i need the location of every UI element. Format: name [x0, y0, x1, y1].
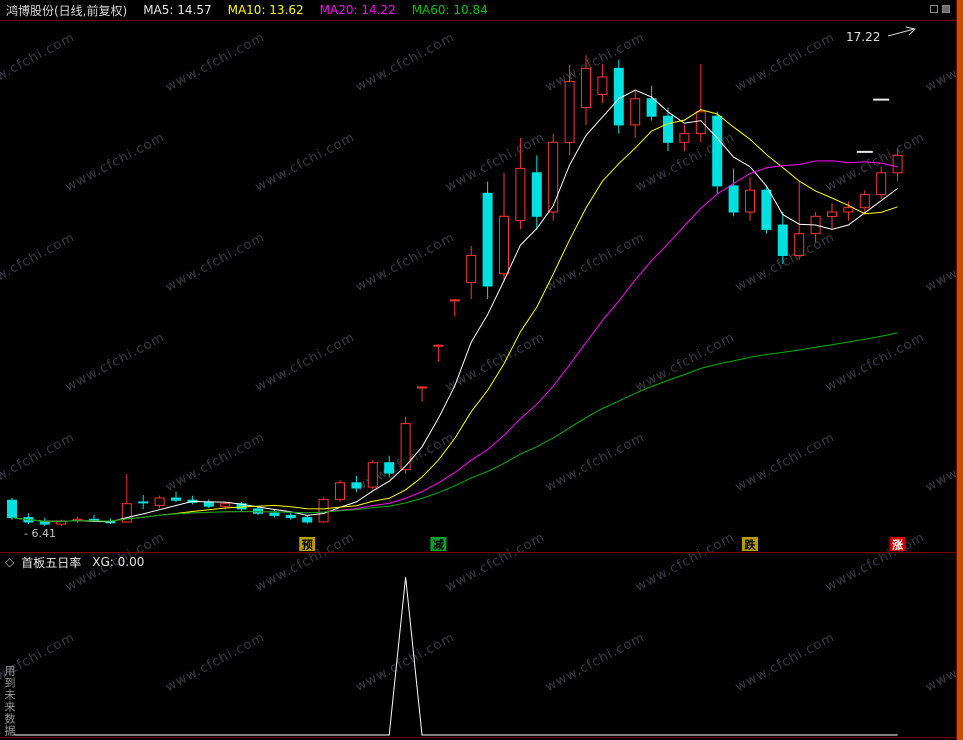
- candle-body: [121, 503, 132, 523]
- candle-body: [417, 386, 427, 389]
- ma-line-MA5: [11, 89, 898, 523]
- ma-line-MA60: [11, 332, 898, 522]
- candle-body: [564, 80, 575, 143]
- signal-marker-label: 减: [433, 538, 444, 552]
- signal-marker-label: 涨: [892, 538, 903, 552]
- candle-body: [876, 172, 887, 196]
- candle-body: [367, 462, 378, 488]
- future-data-warning: 用到未来数据: [3, 665, 16, 737]
- ma20-label: MA20: 14.22: [319, 3, 396, 17]
- candle-body: [892, 154, 903, 174]
- candle-body: [449, 299, 460, 302]
- candle-body: [499, 215, 509, 275]
- candle-body: [433, 344, 444, 347]
- candle-body: [531, 172, 542, 217]
- candle-body: [7, 499, 17, 519]
- candle-body: [220, 503, 231, 507]
- indicator-value: XG: 0.00: [92, 555, 145, 569]
- candle-body: [777, 224, 788, 256]
- signal-marker-box: [299, 537, 316, 551]
- candle-body: [745, 189, 755, 213]
- candle-body: [646, 98, 657, 117]
- stock-title[interactable]: 鸿博股份(日线,前复权): [6, 3, 128, 18]
- signal-marker-label: 跌: [745, 538, 757, 552]
- maximize-window-icon[interactable]: [942, 5, 950, 13]
- candle-body: [318, 498, 329, 523]
- candle-body: [384, 462, 395, 474]
- candle-body: [302, 517, 313, 523]
- high-price-label: 17.22: [846, 30, 880, 44]
- restore-window-icon[interactable]: [930, 5, 938, 13]
- candle-body: [171, 497, 181, 501]
- candle-body: [400, 423, 411, 471]
- indicator-header: ◇ 首板五日率 XG: 0.00: [0, 552, 956, 571]
- arrow-head-icon: [905, 26, 916, 36]
- candle-body: [285, 514, 296, 519]
- candle-body: [351, 482, 362, 489]
- candle-body: [728, 185, 739, 213]
- candle-body: [253, 508, 263, 514]
- window-controls: [930, 5, 950, 13]
- signal-marker-box: [742, 537, 758, 551]
- candle-body: [663, 115, 673, 143]
- main-chart-panel[interactable]: 17.22 - 6.41 预 减 跌 涨: [0, 22, 956, 552]
- candle-body: [630, 98, 641, 126]
- candle-body: [679, 133, 690, 143]
- candle-body: [138, 501, 149, 504]
- candle-body: [154, 497, 165, 506]
- signal-marker-box: [430, 537, 447, 551]
- indicator-panel[interactable]: [0, 572, 956, 738]
- ma10-label: MA10: 13.62: [227, 3, 304, 17]
- title-bar: 鸿博股份(日线,前复权) MA5: 14.57 MA10: 13.62 MA20…: [0, 0, 956, 21]
- indicator-chart[interactable]: [0, 572, 956, 738]
- candle-body: [859, 194, 870, 209]
- candle-body: [712, 115, 723, 187]
- candle-body: [827, 211, 837, 217]
- signal-marker-box: [889, 537, 906, 551]
- indicator-line: [12, 576, 898, 736]
- ma60-label: MA60: 10.84: [411, 3, 488, 17]
- candle-body: [515, 167, 526, 222]
- candle-body: [794, 233, 805, 256]
- candle-body: [695, 111, 706, 135]
- candle-body: [761, 189, 772, 230]
- candle-body: [203, 501, 214, 507]
- candle-body: [269, 512, 280, 516]
- candle-body: [548, 141, 559, 213]
- candle-body: [581, 67, 591, 108]
- signal-marker-label: 预: [302, 538, 313, 552]
- candle-body: [482, 192, 493, 287]
- candle-body: [597, 76, 608, 95]
- candlestick-chart[interactable]: 17.22 - 6.41 预 减 跌 涨: [0, 22, 956, 552]
- low-price-label: - 6.41: [24, 527, 56, 540]
- right-scrollbar[interactable]: [956, 0, 963, 740]
- candle-body: [466, 255, 477, 283]
- candle-body: [843, 207, 854, 213]
- diamond-icon: ◇: [5, 555, 15, 569]
- candle-body: [335, 482, 345, 500]
- arrow-line: [887, 28, 915, 37]
- indicator-name[interactable]: 首板五日率: [21, 555, 82, 570]
- ma5-label: MA5: 14.57: [143, 3, 212, 17]
